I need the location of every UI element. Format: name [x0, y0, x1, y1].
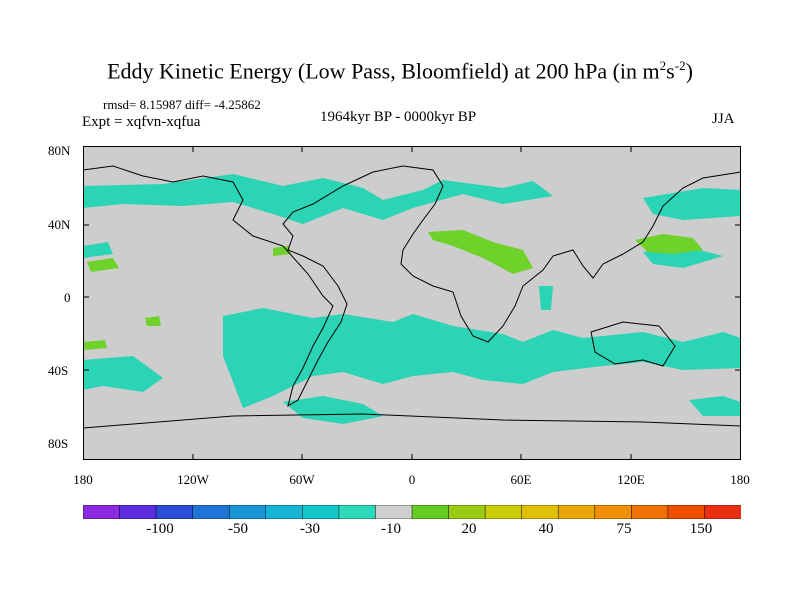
east-pacific-cyan	[83, 242, 113, 258]
pacific-green	[87, 258, 119, 272]
colorbar-swatch	[375, 505, 413, 519]
positive-anomaly-regions	[83, 174, 741, 424]
lon-label-180e: 180	[730, 472, 750, 487]
south-pacific-cyan	[83, 356, 163, 392]
north-pacific-cyan	[643, 188, 741, 220]
colorbar-swatch	[557, 505, 596, 519]
colorbar-swatch	[521, 505, 559, 519]
colorbar-swatch	[411, 505, 450, 519]
lon-label-120w: 120W	[177, 472, 209, 487]
coastlines	[83, 165, 741, 429]
antarctica-coast	[83, 413, 741, 429]
colorbar-swatch	[594, 505, 633, 519]
colorbar-label: -30	[300, 521, 320, 537]
colorbar-swatch	[119, 505, 157, 519]
main-coastline	[83, 165, 741, 408]
lon-label-0: 0	[408, 472, 416, 487]
colorbar-label: -100	[146, 521, 174, 537]
indian-ocean-cyan	[539, 286, 553, 310]
caribbean-green	[273, 246, 291, 256]
lat-label-40s: 40S	[48, 363, 69, 378]
axis-ticks	[83, 146, 741, 460]
colorbar-swatch	[228, 505, 267, 519]
colorbar-swatch	[631, 505, 669, 519]
season-label: JJA	[712, 111, 735, 127]
colorbar-label: 40	[538, 521, 554, 537]
colorbar	[83, 505, 741, 519]
colorbar-swatch	[155, 505, 194, 519]
chart-title: Eddy Kinetic Energy (Low Pass, Bloomfiel…	[107, 58, 693, 84]
lon-label-60e: 60E	[510, 472, 532, 487]
colorbar-label: -10	[381, 521, 401, 537]
lat-label-80n: 80N	[48, 143, 71, 158]
lat-label-80s: 80S	[48, 436, 69, 451]
south-pacific-green	[83, 340, 107, 350]
southern-ocean-cyan	[223, 308, 741, 408]
colorbar-swatch	[265, 505, 304, 519]
colorbar-swatch	[667, 505, 706, 519]
colorbar-swatch	[338, 505, 377, 519]
colorbar-swatch	[484, 505, 523, 519]
colorbar-label: 75	[616, 521, 632, 537]
experiment-label: Expt = xqfvn-xqfua	[82, 114, 201, 130]
australia-coast	[590, 321, 676, 367]
colorbar-swatch	[192, 505, 230, 519]
central-pacific-green	[145, 316, 161, 326]
colorbar-swatch	[83, 505, 121, 519]
north-cyan-band	[83, 174, 553, 224]
lon-label-180w: 180	[73, 472, 93, 487]
period-label: 1964kyr BP - 0000kyr BP	[320, 109, 477, 125]
map-plot	[83, 146, 741, 460]
colorbar-swatch	[448, 505, 486, 519]
colorbar-swatch	[302, 505, 340, 519]
colorbar-label: 20	[461, 521, 477, 537]
green-anomaly-regions	[83, 230, 703, 350]
south-atlantic-cyan	[283, 396, 383, 424]
lat-label-40n: 40N	[48, 217, 71, 232]
lon-label-120e: 120E	[617, 472, 645, 487]
colorbar-label: 150	[689, 521, 713, 537]
colorbar-label: -50	[228, 521, 248, 537]
east-asia-green	[635, 234, 703, 254]
stats-text: rmsd= 8.15987 diff= -4.25862	[103, 97, 261, 112]
sahara-arabia-green	[428, 230, 533, 274]
east-south-cyan	[689, 396, 741, 416]
colorbar-swatch	[704, 505, 741, 519]
lat-label-0: 0	[64, 290, 71, 305]
lon-label-60w: 60W	[289, 472, 315, 487]
